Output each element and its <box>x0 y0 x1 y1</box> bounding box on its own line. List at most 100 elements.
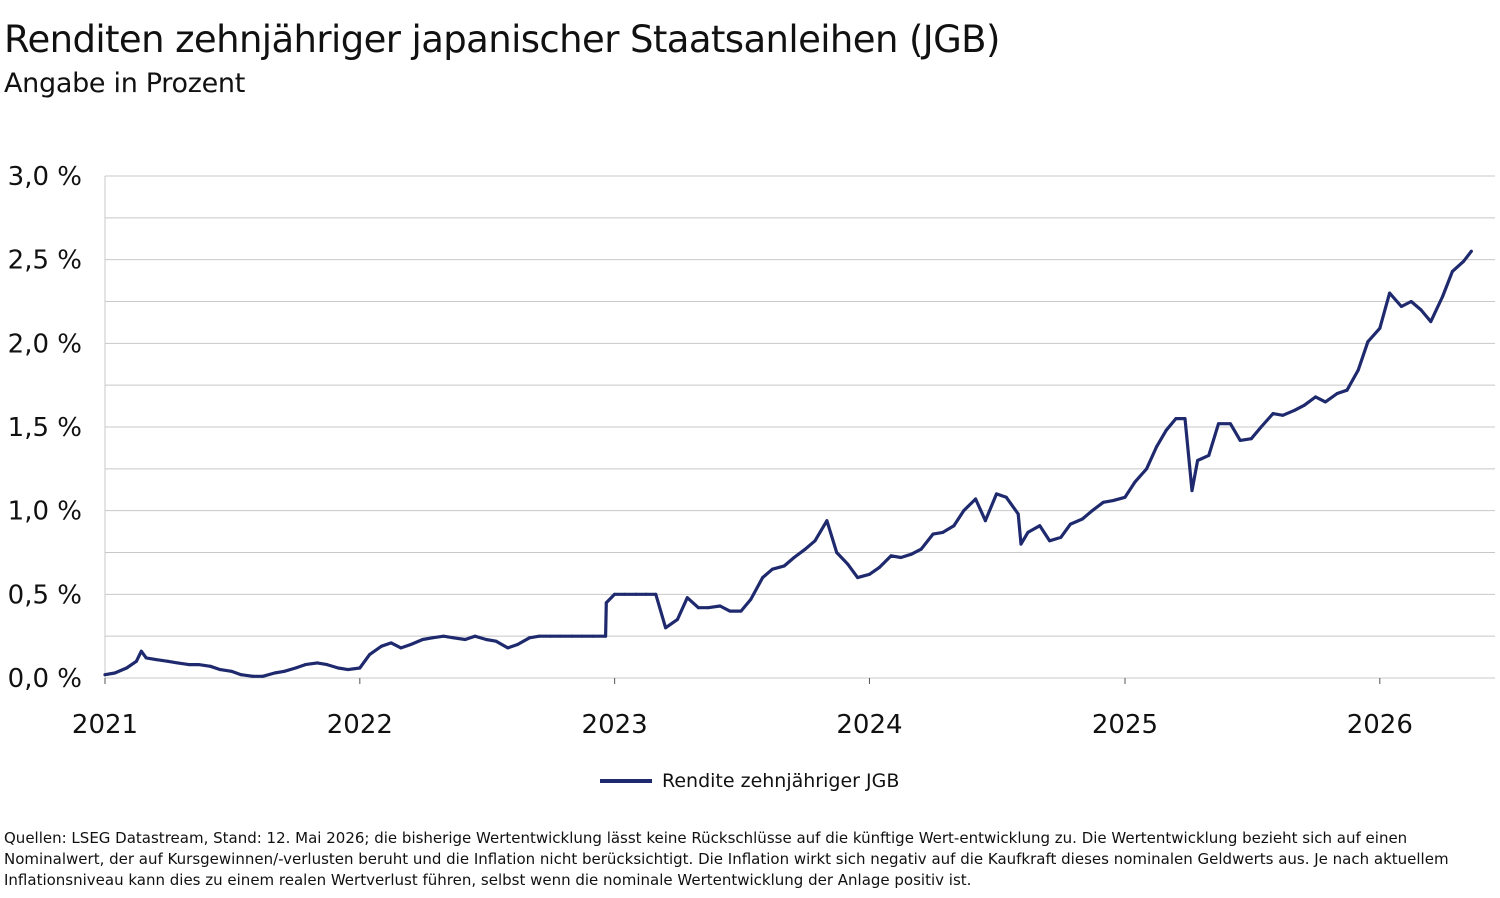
data-point <box>941 530 945 534</box>
data-point <box>1090 509 1094 513</box>
data-point <box>134 659 138 663</box>
chart-title: Renditen zehnjähriger japanischer Staats… <box>4 18 1000 61</box>
data-point <box>358 666 362 670</box>
data-point <box>718 604 722 608</box>
data-point <box>813 539 817 543</box>
data-point <box>1069 522 1072 526</box>
data-point <box>1249 437 1253 441</box>
data-point <box>1388 291 1392 295</box>
data-point <box>696 606 700 610</box>
y-tick-label: 2,0 % <box>8 329 82 359</box>
data-point <box>1399 305 1403 308</box>
data-point <box>125 666 129 670</box>
data-point <box>983 519 987 523</box>
data-point <box>1228 422 1232 426</box>
legend: Rendite zehnjähriger JGB <box>600 770 899 792</box>
data-point <box>1356 368 1360 372</box>
legend-label: Rendite zehnjähriger JGB <box>662 770 900 792</box>
data-point <box>1019 542 1023 546</box>
data-point <box>761 576 765 580</box>
data-point <box>451 636 455 640</box>
data-point <box>622 592 626 596</box>
data-point <box>1154 445 1158 449</box>
data-point <box>380 644 383 648</box>
data-point <box>1323 400 1327 404</box>
data-point <box>1441 295 1445 298</box>
data-point <box>1429 320 1433 324</box>
y-tick-label: 0,0 % <box>8 664 82 694</box>
grid-lines <box>104 175 1495 679</box>
line-chart: 0,0 % 0,5 % 1,0 % 1,5 % 2,0 % 2,5 % 3,0 % 2021… <box>8 162 1495 740</box>
data-point <box>208 664 212 668</box>
data-point <box>974 497 978 501</box>
data-point <box>770 567 774 571</box>
y-tick-label: 2,5 % <box>8 246 82 276</box>
y-axis-ticks: 0,0 % 0,5 % 1,0 % 1,5 % 2,0 % 2,5 % 3,0 % <box>8 162 82 694</box>
data-point <box>803 547 807 551</box>
data-point <box>580 634 584 638</box>
data-point <box>1123 495 1127 499</box>
data-point <box>197 663 201 667</box>
data-point <box>1048 539 1052 543</box>
data-point <box>1345 388 1349 392</box>
data-point <box>1174 417 1178 421</box>
data-point <box>176 661 180 665</box>
data-point <box>273 671 277 675</box>
y-tick-label: 1,0 % <box>8 497 82 527</box>
data-point <box>103 673 107 677</box>
data-point <box>261 674 265 678</box>
data-point <box>282 669 286 673</box>
data-point <box>1038 524 1042 528</box>
data-point <box>899 556 903 559</box>
y-tick-label: 0,5 % <box>8 580 82 610</box>
data-point <box>1133 480 1137 484</box>
x-tick-label: 2025 <box>1092 710 1158 740</box>
data-point <box>634 592 638 596</box>
data-point <box>144 656 148 660</box>
data-point <box>463 638 467 641</box>
data-point <box>654 592 658 596</box>
data-point <box>1190 489 1194 493</box>
data-point <box>1409 300 1413 303</box>
data-point <box>1419 308 1423 312</box>
data-point <box>706 606 710 610</box>
data-point <box>1059 535 1063 539</box>
data-point <box>399 646 403 650</box>
data-point <box>1016 512 1020 516</box>
x-tick-label: 2022 <box>327 710 393 740</box>
data-point <box>1302 403 1306 407</box>
data-point <box>1004 495 1008 499</box>
data-point <box>995 492 998 496</box>
data-point <box>1196 459 1200 462</box>
data-point <box>113 671 117 675</box>
data-point <box>346 668 350 672</box>
data-point <box>889 554 893 558</box>
data-point <box>1450 269 1454 273</box>
data-point <box>389 641 393 645</box>
data-point <box>846 562 850 566</box>
data-point <box>856 576 860 580</box>
x-tick-label: 2023 <box>582 710 648 740</box>
data-point <box>613 592 617 596</box>
data-point <box>315 661 319 665</box>
data-point <box>1207 453 1211 457</box>
data-point <box>251 674 255 678</box>
data-point <box>868 572 871 576</box>
data-point <box>570 634 574 638</box>
data-point <box>685 596 689 600</box>
data-point <box>1469 249 1473 253</box>
data-point <box>604 634 608 638</box>
data-point <box>303 663 307 667</box>
data-point <box>1259 425 1263 429</box>
data-point <box>239 673 243 677</box>
data-point <box>1293 408 1297 412</box>
data-point <box>1111 499 1115 503</box>
data-point <box>548 634 552 638</box>
data-point <box>1164 428 1168 432</box>
series-group <box>103 249 1473 678</box>
data-point <box>1080 517 1084 521</box>
data-point <box>919 547 923 551</box>
data-point <box>166 659 170 663</box>
data-point <box>782 564 786 568</box>
data-point <box>494 639 498 643</box>
